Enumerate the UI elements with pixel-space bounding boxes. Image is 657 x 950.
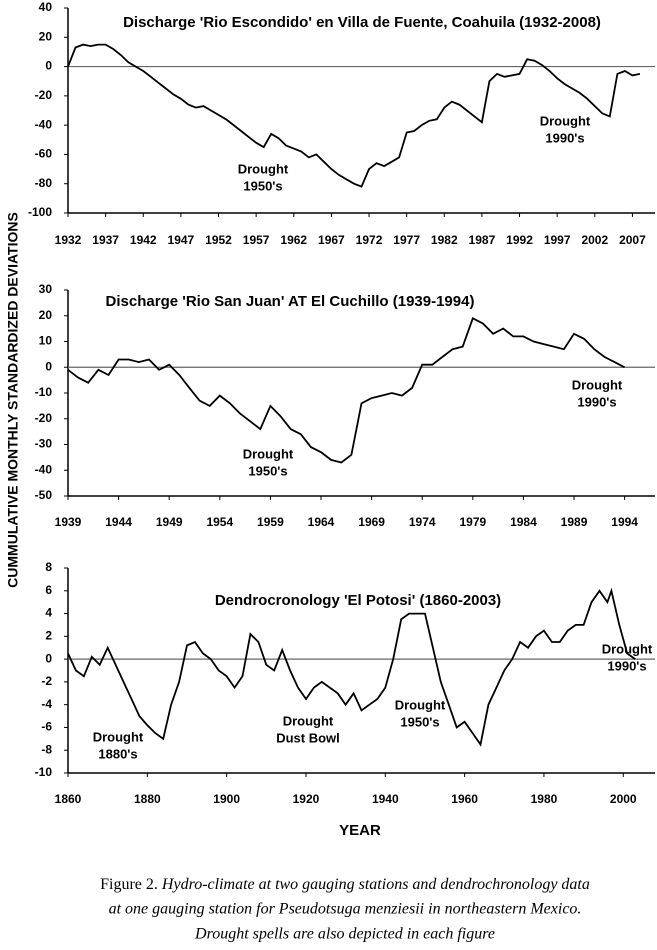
x-tick-label: 1949: [156, 515, 183, 529]
annotation: 1950's: [400, 714, 439, 729]
annotation: 1950's: [248, 463, 287, 478]
x-tick-label: 1944: [105, 515, 132, 529]
x-tick-label: 1989: [561, 515, 588, 529]
x-tick-label: 1937: [92, 233, 119, 247]
y-tick-label: -60: [35, 147, 53, 161]
caption-line: at one gauging station for Pseudotsuga m…: [109, 901, 582, 918]
x-tick-label: 1992: [506, 233, 533, 247]
x-tick-label: 1982: [431, 233, 458, 247]
x-tick-label: 2000: [610, 792, 637, 806]
annotation: Dust Bowl: [276, 730, 340, 745]
x-tick-label: 1967: [318, 233, 345, 247]
x-tick-label: 1974: [409, 515, 436, 529]
x-tick-label: 1942: [130, 233, 157, 247]
y-tick-label: -50: [35, 488, 53, 502]
caption-line: Hydro-climate at two gauging stations an…: [161, 876, 590, 893]
annotation: Drought: [283, 713, 334, 728]
y-tick-label: 20: [39, 308, 53, 322]
y-tick-label: 20: [39, 29, 53, 43]
x-tick-label: 1952: [205, 233, 232, 247]
caption-label: Figure 2.: [100, 876, 158, 893]
y-tick-label: 40: [39, 0, 53, 14]
x-tick-label: 1880: [134, 792, 161, 806]
x-tick-label: 1987: [469, 233, 496, 247]
annotation: 1990's: [577, 394, 616, 409]
y-tick-label: 2: [45, 629, 52, 643]
x-tick-label: 1947: [168, 233, 195, 247]
x-tick-label: 1960: [451, 792, 478, 806]
x-tick-label: 1957: [243, 233, 270, 247]
y-tick-label: 10: [39, 334, 53, 348]
annotation: 1950's: [243, 178, 282, 193]
annotation: Drought: [238, 161, 289, 176]
y-tick-label: -40: [35, 117, 53, 131]
annotation: Drought: [540, 113, 591, 128]
x-tick-label: 1940: [372, 792, 399, 806]
annotation: Drought: [602, 641, 653, 656]
annotation: 1990's: [607, 658, 646, 673]
chart-title: Dendrocronology 'El Potosi' (1860-2003): [215, 592, 501, 609]
y-tick-label: -100: [28, 205, 52, 219]
x-tick-label: 1962: [280, 233, 307, 247]
caption-line: Drought spells are also depicted in each…: [194, 926, 495, 943]
chart-title: Discharge 'Rio Escondido' en Villa de Fu…: [123, 14, 601, 31]
annotation: Drought: [93, 729, 144, 744]
x-tick-label: 1860: [55, 792, 82, 806]
y-tick-label: -2: [41, 674, 52, 688]
data-line: [67, 317, 626, 464]
y-tick-label: -10: [35, 385, 53, 399]
x-tick-label: 1920: [293, 792, 320, 806]
y-tick-label: -20: [35, 88, 53, 102]
y-tick-label: -4: [41, 697, 52, 711]
y-tick-label: -6: [41, 720, 52, 734]
x-tick-label: 1932: [55, 233, 82, 247]
y-tick-label: 0: [45, 359, 52, 373]
y-tick-label: -8: [41, 742, 52, 756]
x-tick-label: 1977: [393, 233, 420, 247]
y-tick-label: 0: [45, 651, 52, 665]
annotation: Drought: [572, 377, 623, 392]
x-tick-label: 1972: [356, 233, 383, 247]
annotation: Drought: [395, 697, 446, 712]
x-tick-label: 1979: [459, 515, 486, 529]
x-tick-label: 1969: [358, 515, 385, 529]
y-tick-label: -30: [35, 437, 53, 451]
x-tick-label: 1997: [544, 233, 571, 247]
x-tick-label: 1900: [213, 792, 240, 806]
x-tick-label: 2002: [581, 233, 608, 247]
chart-title: Discharge 'Rio San Juan' AT El Cuchillo …: [106, 293, 475, 310]
x-tick-label: 1984: [510, 515, 537, 529]
y-tick-label: 6: [45, 583, 52, 597]
y-tick-label: -10: [35, 765, 53, 779]
data-line: [67, 43, 641, 188]
annotation: Drought: [243, 446, 294, 461]
x-tick-label: 1964: [308, 515, 335, 529]
data-line: [67, 587, 636, 747]
y-tick-label: 4: [45, 606, 52, 620]
x-tick-label: 1954: [206, 515, 233, 529]
annotation: 1880's: [98, 746, 137, 761]
y-tick-label: -20: [35, 411, 53, 425]
annotation: 1990's: [545, 130, 584, 145]
y-tick-label: -40: [35, 462, 53, 476]
x-axis-title: YEAR: [339, 822, 381, 839]
y-axis-title: CUMMULATIVE MONTHLY STANDARDIZED DEVIATI…: [5, 212, 21, 588]
y-tick-label: -80: [35, 176, 53, 190]
y-tick-label: 8: [45, 560, 52, 574]
x-tick-label: 1959: [257, 515, 284, 529]
y-tick-label: 0: [45, 59, 52, 73]
caption: Figure 2. Hydro-climate at two gauging s…: [100, 876, 590, 893]
x-tick-label: 1939: [55, 515, 82, 529]
x-tick-label: 1994: [611, 515, 638, 529]
x-tick-label: 1980: [531, 792, 558, 806]
x-tick-label: 2007: [619, 233, 646, 247]
y-tick-label: 30: [39, 282, 53, 296]
